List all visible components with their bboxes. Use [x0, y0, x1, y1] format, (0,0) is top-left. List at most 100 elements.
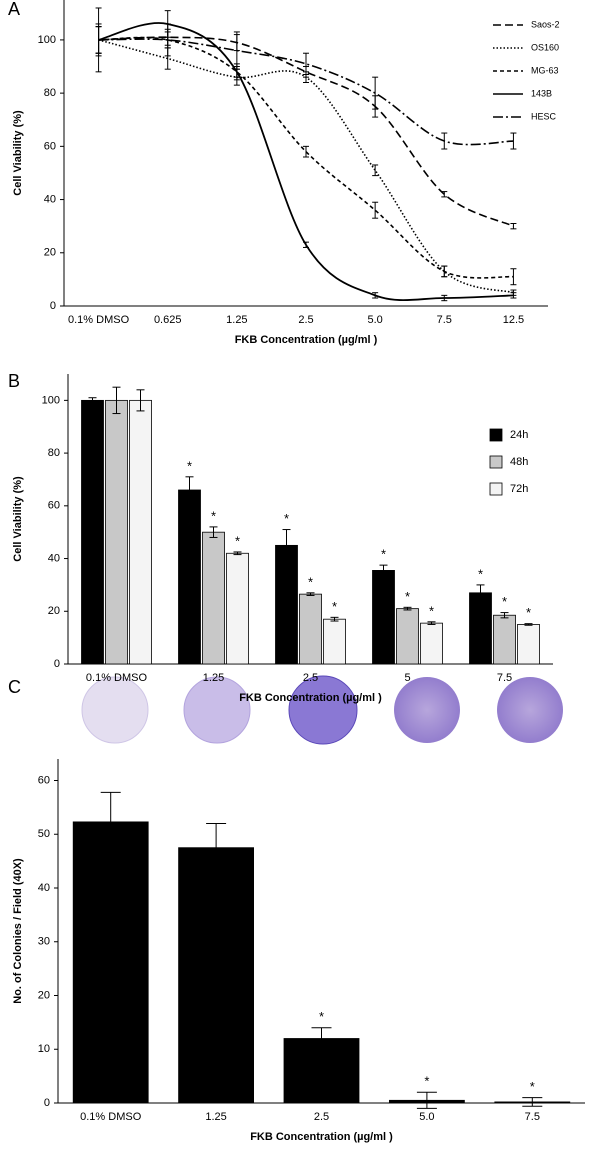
legend-label: Saos-2 — [531, 19, 560, 29]
x-tick-label: 0.1% DMSO — [86, 672, 148, 684]
significance-marker: * — [502, 594, 507, 609]
error-bar — [372, 201, 379, 219]
y-tick-label: 20 — [48, 605, 60, 617]
error-bar — [441, 191, 448, 198]
y-axis-label: No. of Colonies / Field (40X) — [12, 858, 24, 1004]
y-tick-label: 30 — [38, 936, 50, 948]
error-bar — [112, 386, 121, 415]
significance-marker: * — [429, 603, 434, 618]
x-axis-label: FKB Concentration (µg/ml ) — [239, 692, 382, 704]
legend-swatch — [489, 482, 503, 496]
error-bar — [303, 52, 309, 76]
x-tick-label: 7.5 — [437, 314, 452, 326]
error-bar — [372, 76, 379, 110]
x-tick-label: 0.625 — [154, 314, 182, 326]
error-bar — [136, 389, 145, 412]
x-tick-label: 2.5 — [298, 314, 313, 326]
x-tick-label: 7.5 — [497, 672, 512, 684]
x-tick-label: 2.5 — [314, 1111, 329, 1123]
error-bar — [524, 623, 533, 626]
y-tick-label: 80 — [44, 87, 56, 99]
bar — [493, 614, 516, 665]
plate — [288, 675, 358, 745]
error-bar — [522, 1097, 543, 1107]
error-bar — [500, 612, 509, 619]
significance-marker: * — [424, 1074, 429, 1089]
legend-swatch — [489, 428, 503, 442]
y-tick-label: 60 — [44, 140, 56, 152]
significance-marker: * — [405, 589, 410, 604]
y-tick-label: 40 — [38, 882, 50, 894]
y-tick-label: 20 — [38, 989, 50, 1001]
error-bar — [372, 164, 379, 177]
significance-marker: * — [211, 508, 216, 523]
error-bar — [510, 292, 517, 299]
y-tick-label: 60 — [38, 774, 50, 786]
plate — [81, 676, 149, 744]
plate — [394, 677, 460, 743]
panel-letter: B — [8, 371, 20, 391]
panel-letter: C — [8, 677, 21, 697]
y-tick-label: 40 — [48, 552, 60, 564]
error-bar — [164, 23, 171, 57]
y-tick-label: 10 — [38, 1043, 50, 1055]
legend-label: 72h — [510, 483, 528, 495]
error-bar — [306, 592, 315, 596]
bar — [72, 821, 149, 1104]
significance-marker: * — [187, 458, 192, 473]
significance-marker: * — [284, 511, 289, 526]
legend-label: MG-63 — [531, 65, 559, 75]
plate — [497, 677, 563, 743]
plate-images — [81, 675, 563, 745]
error-bar — [88, 397, 97, 404]
x-axis-label: FKB Concentration (µg/ml ) — [235, 334, 378, 346]
y-tick-label: 0 — [54, 658, 60, 670]
bar — [323, 618, 346, 665]
x-tick-label: 5.0 — [367, 314, 382, 326]
x-axis-label: FKB Concentration (µg/ml ) — [250, 1131, 393, 1143]
plate — [183, 676, 251, 744]
error-bar — [379, 564, 388, 577]
significance-marker: * — [308, 574, 313, 589]
legend-label: HESC — [531, 111, 557, 121]
bar — [226, 552, 249, 665]
bar — [420, 622, 443, 665]
bar — [178, 489, 201, 665]
error-bar — [510, 268, 517, 286]
bar — [202, 531, 225, 665]
error-bar — [476, 584, 485, 602]
legend-label: OS160 — [531, 42, 559, 52]
significance-marker: * — [478, 566, 483, 581]
bar — [469, 592, 492, 665]
error-bar — [303, 241, 309, 248]
x-tick-label: 1.25 — [203, 672, 224, 684]
legend-label: 24h — [510, 429, 528, 441]
error-bar — [510, 132, 517, 150]
y-tick-label: 50 — [38, 828, 50, 840]
error-bar — [441, 294, 448, 302]
error-bar — [441, 265, 448, 278]
error-bar — [303, 145, 309, 158]
error-bar — [282, 529, 291, 562]
x-tick-label: 12.5 — [503, 314, 524, 326]
y-tick-label: 20 — [44, 247, 56, 259]
legend-label: 143B — [531, 88, 552, 98]
error-bar — [372, 292, 379, 299]
error-bar — [100, 791, 121, 852]
y-tick-label: 80 — [48, 447, 60, 459]
error-bar — [427, 621, 436, 625]
bar — [396, 608, 419, 665]
x-tick-label: 2.5 — [303, 672, 318, 684]
bar — [105, 399, 128, 665]
error-bar — [185, 476, 194, 504]
legend-label: 48h — [510, 456, 528, 468]
significance-marker: * — [381, 547, 386, 562]
bar — [372, 570, 395, 665]
y-tick-label: 40 — [44, 193, 56, 205]
x-tick-label: 5 — [404, 672, 410, 684]
bar — [517, 624, 540, 665]
significance-marker: * — [235, 533, 240, 548]
y-tick-label: 60 — [48, 500, 60, 512]
y-tick-label: 0 — [44, 1097, 50, 1109]
